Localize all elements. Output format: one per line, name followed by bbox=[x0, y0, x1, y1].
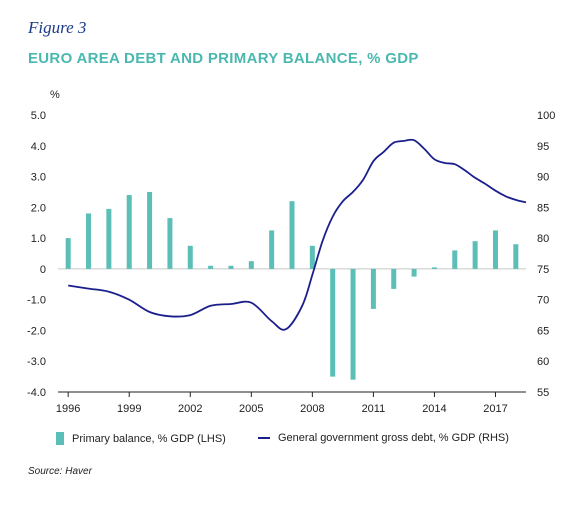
left-tick-label: 4.0 bbox=[31, 141, 46, 153]
right-tick-label: 75 bbox=[537, 264, 549, 276]
bar bbox=[350, 268, 356, 380]
left-axis-unit: % bbox=[50, 89, 60, 101]
chart-title: EURO AREA DEBT AND PRIMARY BALANCE, % GD… bbox=[28, 50, 419, 67]
debt-line bbox=[68, 138, 527, 331]
source-note: Source: Haver bbox=[28, 466, 92, 477]
right-axis: 100 95 90 85 80 75 70 65 60 55 bbox=[537, 110, 555, 399]
bar bbox=[370, 268, 376, 309]
x-tick-label: 2017 bbox=[483, 403, 507, 415]
bar bbox=[65, 238, 71, 269]
x-tick-label: 2014 bbox=[422, 403, 446, 415]
left-tick-label: -3.0 bbox=[27, 356, 46, 368]
bar bbox=[330, 268, 336, 377]
bar bbox=[228, 265, 234, 269]
legend-item-gross-debt: General government gross debt, % GDP (RH… bbox=[258, 432, 509, 444]
bar bbox=[167, 218, 173, 269]
left-tick-label: 5.0 bbox=[31, 110, 46, 122]
bar bbox=[411, 268, 417, 277]
left-tick-label: 3.0 bbox=[31, 172, 46, 184]
legend-item-primary-balance: Primary balance, % GDP (LHS) bbox=[56, 432, 226, 445]
x-axis: 1996 1999 2002 2005 2008 2011 2014 2017 bbox=[56, 391, 526, 415]
x-tick-label: 1999 bbox=[117, 403, 141, 415]
bar bbox=[452, 250, 458, 269]
bar bbox=[492, 230, 498, 269]
bar bbox=[187, 245, 193, 269]
bar bbox=[513, 244, 519, 269]
right-tick-label: 55 bbox=[537, 387, 549, 399]
bar bbox=[472, 241, 478, 269]
legend-label-gross-debt: General government gross debt, % GDP (RH… bbox=[278, 432, 509, 444]
left-tick-label: 1.0 bbox=[31, 233, 46, 245]
x-tick-label: 2011 bbox=[362, 403, 386, 415]
right-tick-label: 65 bbox=[537, 325, 549, 337]
right-tick-label: 100 bbox=[537, 110, 555, 122]
line-series bbox=[68, 138, 527, 331]
left-axis: % 5.0 4.0 3.0 2.0 1.0 0 -1.0 -2.0 -3.0 -4.0 bbox=[27, 89, 60, 399]
legend-swatch-line bbox=[258, 437, 270, 439]
bar bbox=[309, 245, 315, 269]
left-tick-label: 2.0 bbox=[31, 202, 46, 214]
bar-series bbox=[65, 191, 519, 380]
bar bbox=[126, 195, 132, 269]
bar bbox=[431, 267, 437, 269]
left-tick-label: 0 bbox=[40, 264, 46, 276]
right-tick-label: 95 bbox=[537, 141, 549, 153]
x-tick-label: 2008 bbox=[300, 403, 324, 415]
bar bbox=[248, 261, 254, 269]
right-tick-label: 85 bbox=[537, 202, 549, 214]
bar bbox=[208, 265, 214, 269]
bar bbox=[86, 213, 92, 269]
x-tick-label: 1996 bbox=[56, 403, 80, 415]
left-tick-label: -2.0 bbox=[27, 325, 46, 337]
bar bbox=[391, 268, 397, 289]
legend-swatch-bar bbox=[56, 432, 64, 445]
bar bbox=[106, 208, 112, 269]
right-tick-label: 90 bbox=[537, 172, 549, 184]
left-tick-label: -1.0 bbox=[27, 295, 46, 307]
figure-label: Figure 3 bbox=[28, 18, 87, 37]
legend-label-primary-balance: Primary balance, % GDP (LHS) bbox=[72, 432, 226, 445]
right-tick-label: 70 bbox=[537, 295, 549, 307]
x-tick-label: 2002 bbox=[178, 403, 202, 415]
right-tick-label: 80 bbox=[537, 233, 549, 245]
bar bbox=[147, 191, 153, 269]
left-tick-label: -4.0 bbox=[27, 387, 46, 399]
bar bbox=[269, 230, 275, 269]
x-tick-label: 2005 bbox=[239, 403, 263, 415]
bar bbox=[289, 201, 295, 269]
right-tick-label: 60 bbox=[537, 356, 549, 368]
